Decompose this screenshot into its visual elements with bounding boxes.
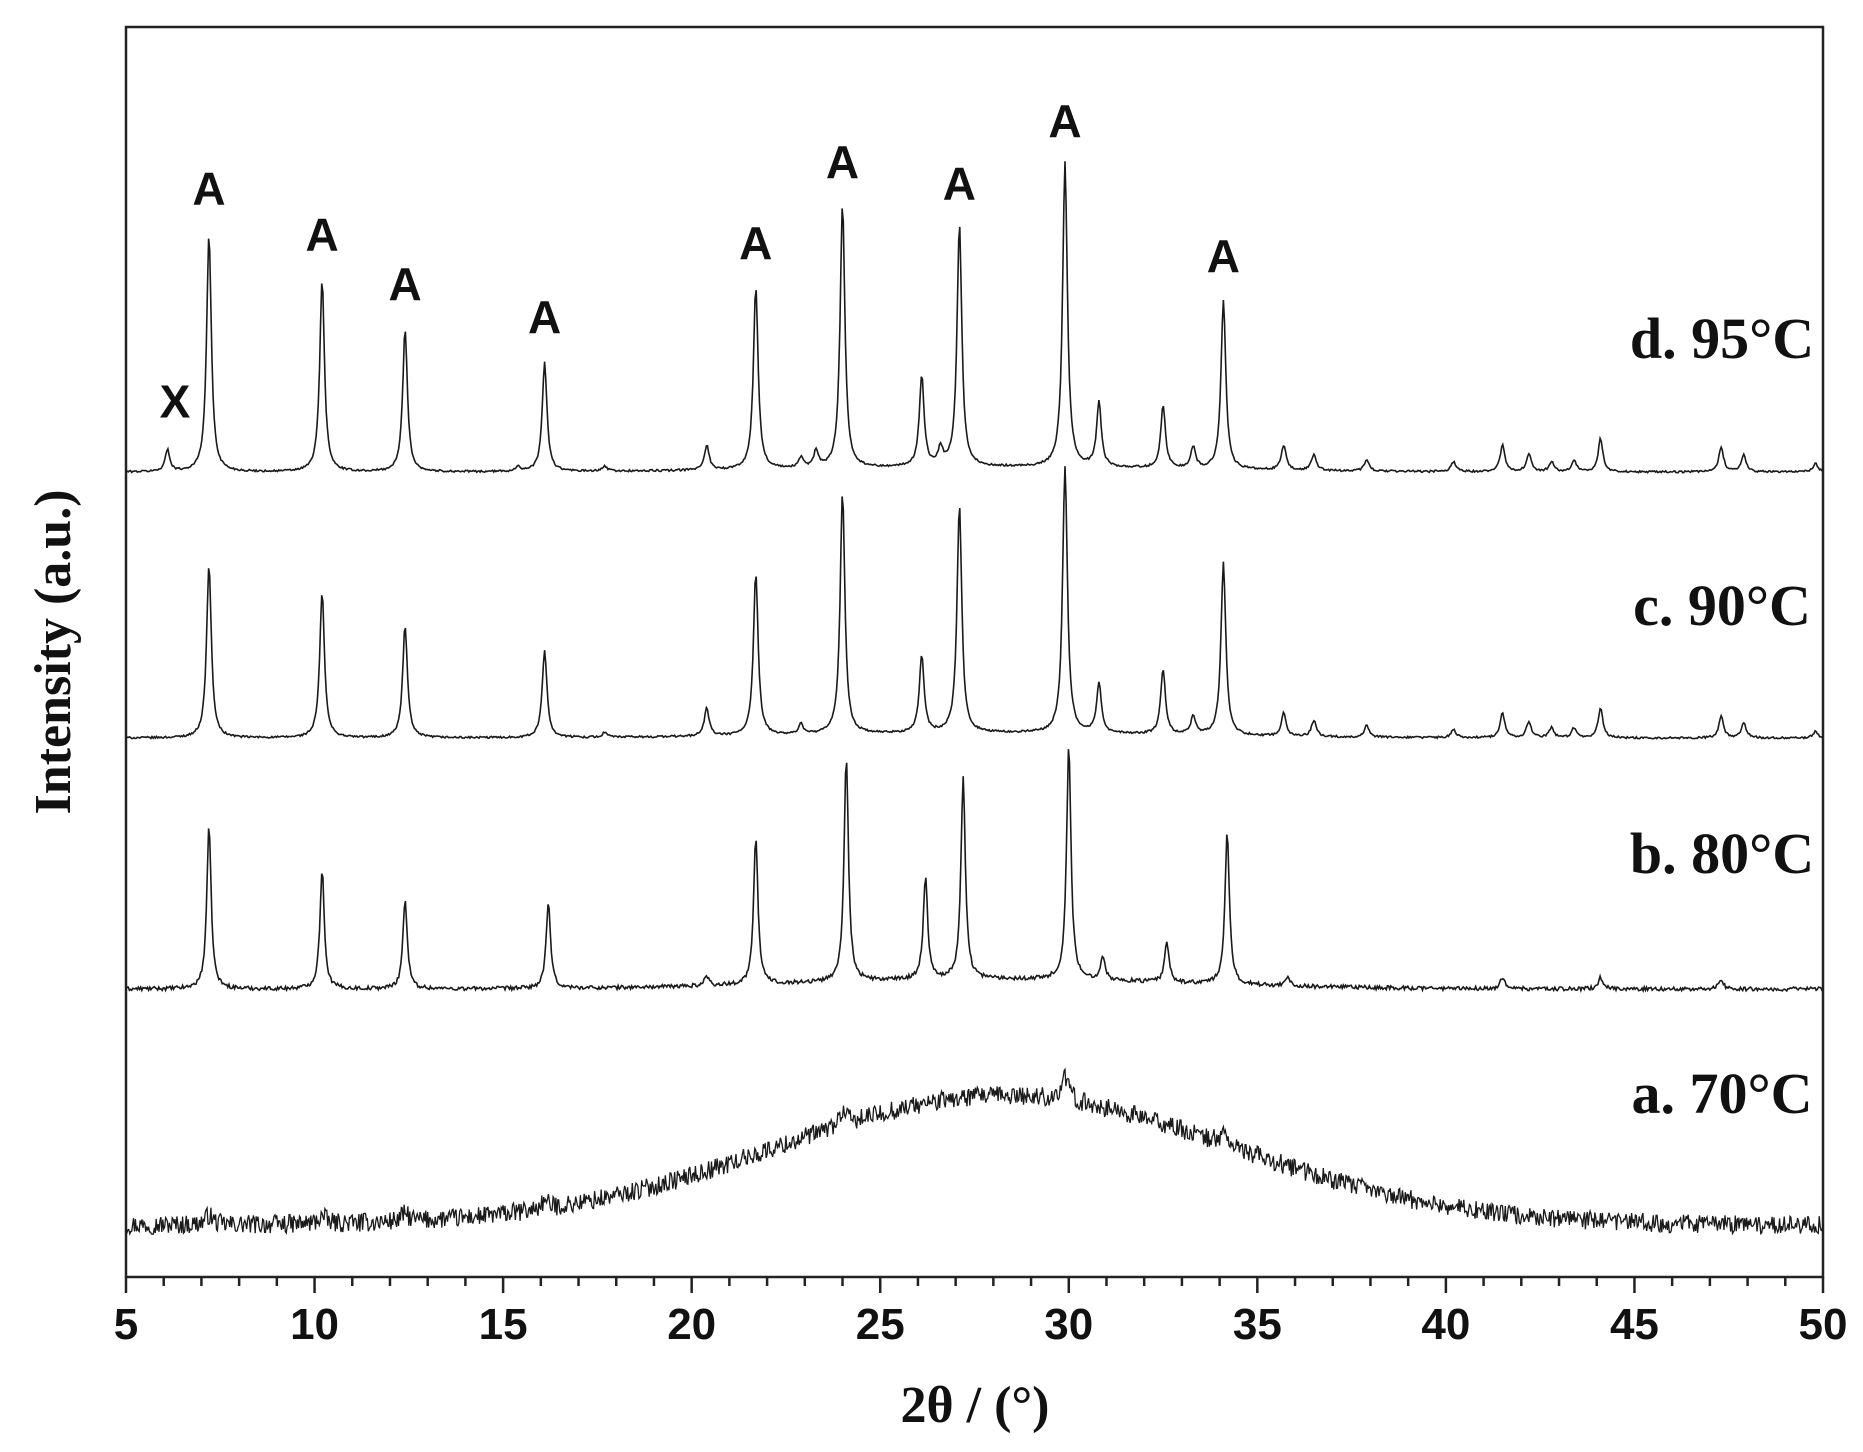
x-tick-label: 35 (1233, 1300, 1282, 1349)
x-tick-label: 20 (667, 1300, 716, 1349)
series-label-3: c. 90°C (1633, 573, 1811, 638)
peak-label: A (1048, 95, 1081, 147)
peak-label: A (528, 291, 561, 343)
x-axis: 5 10 15 20 25 30 35 40 45 50 (114, 1277, 1848, 1349)
peak-label: A (388, 258, 421, 310)
x-tick-label: 45 (1610, 1300, 1659, 1349)
series-line-4 (125, 161, 1824, 474)
plot-frame (124, 25, 1825, 1279)
peak-label: A (826, 136, 859, 188)
peak-label: A (305, 209, 338, 261)
series-line-1 (125, 1067, 1824, 1236)
series-label-1: a. 70°C (1631, 1061, 1812, 1126)
x-tick-label: 50 (1799, 1300, 1848, 1349)
peak-label: A (1207, 230, 1240, 282)
x-tick-label: 5 (114, 1300, 138, 1349)
x-tick-label: 15 (479, 1300, 528, 1349)
peak-label: X (160, 375, 191, 427)
x-tick-label: 25 (856, 1300, 905, 1349)
x-tick-label: 40 (1421, 1300, 1470, 1349)
x-axis-title: 2θ / (°) (900, 1377, 1049, 1434)
series-labels: a. 70°C b. 80°C c. 90°C d. 95°C (1630, 306, 1814, 1126)
series-label-4: d. 95°C (1630, 306, 1814, 371)
x-tick-label: 30 (1044, 1300, 1093, 1349)
peak-label: A (739, 217, 772, 269)
peak-label: A (943, 157, 976, 209)
series-line-2 (125, 749, 1824, 994)
series-line-3 (125, 466, 1824, 740)
y-axis-title: Intensity (a.u.) (25, 489, 82, 814)
peak-label: A (192, 162, 225, 214)
series-layer (125, 161, 1824, 1236)
series-label-2: b. 80°C (1630, 821, 1814, 886)
x-tick-label: 10 (290, 1300, 339, 1349)
